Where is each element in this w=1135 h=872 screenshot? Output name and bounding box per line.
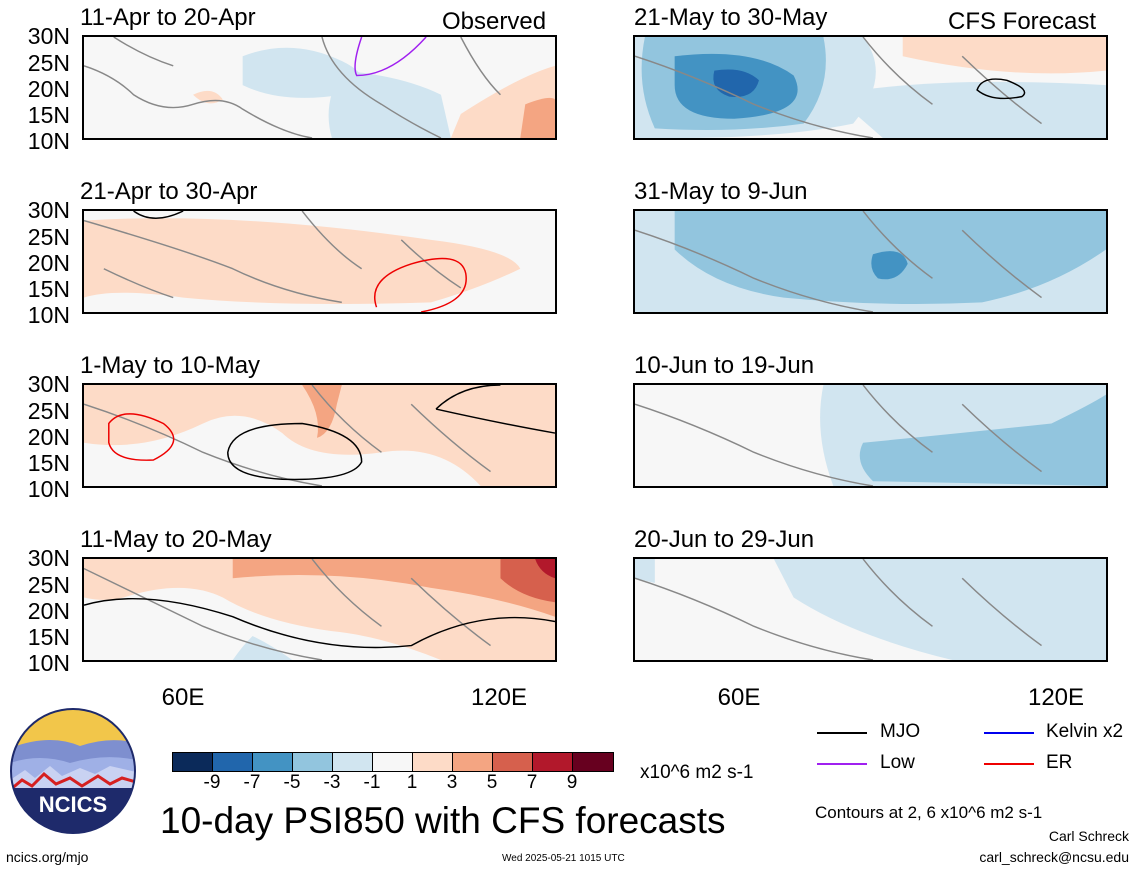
colorbar-tick: -9	[203, 772, 221, 793]
lat-label: 20N	[27, 598, 70, 624]
colorbar-tick: 7	[526, 772, 538, 793]
colorbar-swatch	[173, 753, 213, 771]
map-panel-8	[633, 557, 1108, 662]
panel-title: 21-Apr to 30-Apr	[80, 178, 258, 205]
author: Carl Schreck	[1048, 828, 1129, 844]
map-panel-2	[82, 209, 557, 314]
colorbar-swatch	[213, 753, 253, 771]
lat-label: 25N	[27, 50, 70, 76]
lat-label: 20N	[27, 424, 70, 450]
lat-label: 30N	[27, 197, 70, 223]
map-panel-4	[82, 557, 557, 662]
lon-label: 120E	[470, 684, 528, 711]
lat-label: 15N	[27, 624, 70, 650]
lat-label: 30N	[27, 545, 70, 571]
colorbar-tick: -7	[243, 772, 261, 793]
colorbar-tick: -3	[323, 772, 341, 793]
lat-label: 15N	[27, 276, 70, 302]
lat-label: 10N	[27, 650, 70, 676]
map-panel-6	[633, 209, 1108, 314]
main-title: 10-day PSI850 with CFS forecasts	[160, 800, 726, 841]
colorbar-tick: 5	[486, 772, 498, 793]
lon-label: 120E	[1027, 684, 1085, 711]
colorbar-tick: 3	[446, 772, 458, 793]
lat-label: 10N	[27, 128, 70, 154]
author-email[interactable]: carl_schreck@ncsu.edu	[979, 849, 1129, 865]
panel-title: 11-May to 20-May	[80, 526, 272, 553]
colorbar-swatch	[253, 753, 293, 771]
lon-label: 60E	[717, 684, 761, 711]
panel-title: 11-Apr to 20-Apr	[80, 4, 256, 31]
colorbar-swatch	[453, 753, 493, 771]
legend-label-kelvin: Kelvin x2	[1046, 721, 1124, 742]
colorbar-tick: 9	[566, 772, 578, 793]
lat-label: 10N	[27, 476, 70, 502]
legend-swatch-mjo	[817, 732, 867, 734]
legend-swatch-er	[984, 763, 1034, 765]
lat-label: 10N	[27, 302, 70, 328]
panel-title: 10-Jun to 19-Jun	[634, 352, 815, 379]
legend-label-mjo: MJO	[880, 721, 921, 742]
lat-label: 20N	[27, 250, 70, 276]
colorbar-swatch	[413, 753, 453, 771]
source-url[interactable]: ncics.org/mjo	[6, 849, 89, 865]
colorbar-swatch	[293, 753, 333, 771]
colorbar-swatch	[333, 753, 373, 771]
lat-label: 25N	[27, 224, 70, 250]
colorbar-swatch	[573, 753, 613, 771]
map-panel-3	[82, 383, 557, 488]
map-panel-5	[633, 35, 1108, 140]
panel-title: 31-May to 9-Jun	[634, 178, 808, 205]
cfs-forecast-label: CFS Forecast	[948, 8, 1097, 35]
legend-label-er: ER	[1046, 752, 1073, 773]
lat-label: 15N	[27, 102, 70, 128]
lat-label: 25N	[27, 572, 70, 598]
colorbar-unit: x10^6 m2 s-1	[640, 762, 754, 783]
colorbar-tick: -1	[363, 772, 381, 793]
map-panel-7	[633, 383, 1108, 488]
colorbar-tick: -5	[283, 772, 301, 793]
observed-label: Observed	[442, 8, 547, 35]
logo-text: NCICS	[39, 792, 107, 817]
panel-title: 1-May to 10-May	[80, 352, 261, 379]
contours-note: Contours at 2, 6 x10^6 m2 s-1	[815, 803, 1043, 822]
map-panel-1	[82, 35, 557, 140]
colorbar-swatch	[533, 753, 573, 771]
lat-label: 20N	[27, 76, 70, 102]
legend-swatch-kelvin	[984, 732, 1034, 734]
timestamp: Wed 2025-05-21 1015 UTC	[502, 853, 625, 864]
lat-label: 15N	[27, 450, 70, 476]
ncics-logo[interactable]: NCICS	[10, 708, 136, 834]
colorbar	[172, 752, 614, 772]
lat-label: 30N	[27, 23, 70, 49]
lat-label: 25N	[27, 398, 70, 424]
colorbar-swatch	[373, 753, 413, 771]
panel-title: 20-Jun to 29-Jun	[634, 526, 815, 553]
panel-title: 21-May to 30-May	[634, 4, 828, 31]
colorbar-tick: 1	[406, 772, 418, 793]
lon-label: 60E	[161, 684, 205, 711]
lat-label: 30N	[27, 371, 70, 397]
legend-label-low: Low	[880, 752, 915, 773]
colorbar-swatch	[493, 753, 533, 771]
legend-swatch-low	[817, 763, 867, 765]
